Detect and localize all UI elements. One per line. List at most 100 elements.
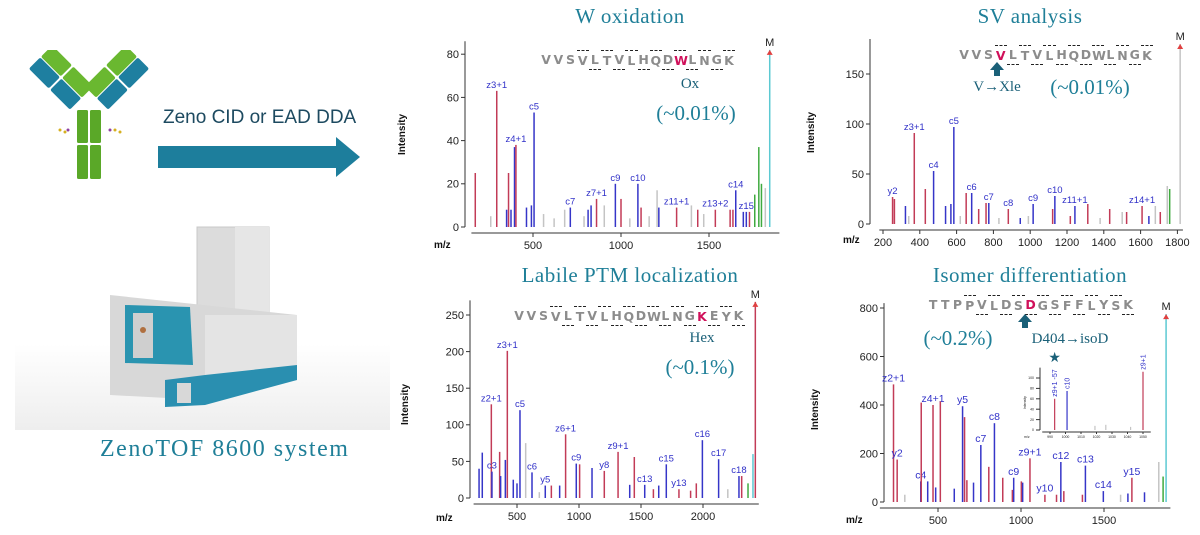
sequence-residue: V bbox=[1031, 45, 1044, 65]
sequence-residue: V bbox=[549, 306, 562, 326]
sequence-residue: P bbox=[952, 297, 963, 312]
peak-label: z7+1 bbox=[586, 188, 607, 199]
panel-1-ylabel: Intensity bbox=[397, 113, 408, 155]
panel-3-chart: 0 50 100 150 200 250 500 1000 1500 2000 z2+1 c3 z3+1… bbox=[446, 289, 760, 523]
mass-spectrometer-image bbox=[15, 215, 390, 430]
y-tick-label: 200 bbox=[860, 448, 878, 460]
y-tick-label: 50 bbox=[852, 169, 864, 181]
peak-label: c6 bbox=[527, 461, 537, 472]
sequence-residue: E bbox=[708, 306, 721, 326]
sequence-residue: T bbox=[573, 306, 587, 326]
peak-label: c8 bbox=[1003, 198, 1013, 209]
y-tick-label: 600 bbox=[860, 351, 878, 363]
peak-label: c5 bbox=[515, 399, 525, 410]
antibody-icon bbox=[20, 46, 150, 190]
y-tick-label: 0 bbox=[872, 497, 878, 509]
panel-2-chart: 0 50 100 150 200 400 600 800 1000 1200 1400 1600 180… bbox=[846, 31, 1190, 249]
sequence-residue: V bbox=[971, 47, 982, 62]
sequence-residue: G bbox=[1036, 295, 1049, 315]
peak-label: c9 bbox=[610, 173, 620, 184]
sequence-residue: V bbox=[613, 50, 626, 70]
y-tick-label: 800 bbox=[860, 303, 878, 315]
peak-label: y2 bbox=[888, 186, 898, 197]
x-tick-label: 500 bbox=[508, 511, 526, 523]
peak-label: c9 bbox=[1028, 193, 1038, 204]
peak-label: c8 bbox=[989, 411, 1000, 423]
sequence-residue: G bbox=[710, 50, 723, 70]
y-tick-label: 0 bbox=[458, 493, 464, 505]
peak-label: c5 bbox=[949, 116, 959, 127]
panel-1-xlabel: m/z bbox=[434, 240, 451, 251]
sequence-residue: Q bbox=[622, 306, 635, 326]
peak-label: c10 bbox=[1047, 185, 1062, 196]
x-tick-label: 1000 bbox=[1062, 435, 1070, 439]
sequence-residue: F bbox=[1073, 295, 1086, 315]
peak-label: y13 bbox=[671, 478, 686, 489]
sequence-residue: K bbox=[732, 306, 745, 326]
peak-label: c18 bbox=[731, 465, 746, 476]
x-tick-label: 1800 bbox=[1165, 237, 1189, 249]
panel-1-mod-label: Ox bbox=[680, 76, 700, 92]
x-tick-label: 1040 bbox=[1124, 435, 1132, 439]
sequence-residue: L bbox=[686, 50, 699, 70]
y-tick-label: 20 bbox=[1030, 418, 1034, 422]
sequence-residue: K bbox=[1140, 45, 1153, 65]
peak-label: z11+1 bbox=[1062, 195, 1087, 206]
sequence-residue: Y bbox=[1097, 295, 1110, 315]
inset-ylabel: Intensity bbox=[1023, 396, 1027, 409]
y-tick-label: 0 bbox=[1032, 428, 1034, 432]
peak-label: c7 bbox=[565, 197, 575, 208]
y-tick-label: 150 bbox=[846, 69, 864, 81]
sequence-residue: L bbox=[1085, 295, 1098, 315]
panel-3-ylabel: Intensity bbox=[400, 383, 411, 425]
sequence-residue: V bbox=[586, 306, 599, 326]
peak-label: c7 bbox=[975, 433, 986, 445]
peak-label: c16 bbox=[695, 429, 710, 440]
sequence-residue: T bbox=[941, 297, 950, 312]
sequence-residue: P bbox=[963, 295, 976, 315]
x-tick-label: 1400 bbox=[1092, 237, 1116, 249]
x-tick-label: 500 bbox=[929, 515, 947, 527]
modified-residue: D bbox=[1024, 295, 1037, 315]
peak-label: y15 bbox=[1123, 466, 1140, 478]
peak-label: c3 bbox=[487, 461, 497, 472]
x-tick-label: 1600 bbox=[1128, 237, 1152, 249]
sequence-residue: S bbox=[1109, 295, 1122, 315]
sequence-residue: D bbox=[661, 50, 675, 70]
x-tick-label: 1000 bbox=[1009, 515, 1033, 527]
sequence-residue: S bbox=[983, 47, 993, 62]
peak-label: c13 bbox=[1077, 454, 1094, 466]
panel-2-ylabel: Intensity bbox=[806, 111, 817, 153]
x-tick-label: 400 bbox=[911, 237, 929, 249]
panel-4-ylabel: Intensity bbox=[810, 388, 821, 430]
star-icon: ★ bbox=[1048, 349, 1061, 365]
y-tick-label: 0 bbox=[858, 219, 864, 231]
arrow-up-icon bbox=[1018, 314, 1032, 328]
sequence-residue: V bbox=[553, 52, 564, 67]
sequence-residue: H bbox=[610, 306, 623, 326]
precursor-arrow-icon bbox=[1163, 314, 1170, 320]
peak-label: c4 bbox=[929, 160, 939, 171]
x-tick-label: 1500 bbox=[1092, 515, 1116, 527]
sequence-residue: V bbox=[975, 295, 988, 315]
peak-label: y2 bbox=[892, 448, 903, 460]
peak-label: z3+1 bbox=[904, 122, 925, 133]
panel-4-chart: 020040060080050010001500z2+1y2c4z4+1y5c7… bbox=[860, 301, 1171, 527]
peak-label: z14+1 bbox=[1129, 195, 1155, 206]
precursor-label: M bbox=[751, 289, 760, 301]
inset-xlabel: m/z bbox=[1024, 435, 1030, 439]
sequence-residue: V bbox=[514, 308, 524, 323]
y-tick-label: 250 bbox=[446, 310, 464, 322]
panel-4-abundance: (~0.2%) bbox=[923, 326, 993, 350]
panel-1-title: W oxidation bbox=[575, 4, 685, 28]
precursor-arrow-icon bbox=[752, 301, 759, 307]
y-tick-label: 0 bbox=[453, 222, 459, 234]
precursor-label: M bbox=[1176, 31, 1185, 43]
peak-label: z4+1 bbox=[505, 134, 526, 145]
sequence-residue: L bbox=[987, 295, 1001, 315]
sequence-residue: G bbox=[683, 306, 696, 326]
x-tick-label: 500 bbox=[524, 240, 542, 252]
